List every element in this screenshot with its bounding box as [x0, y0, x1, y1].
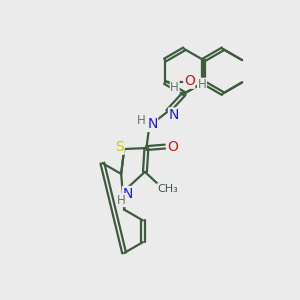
Text: H: H [198, 78, 206, 91]
Text: N: N [122, 187, 133, 200]
Text: H: H [170, 81, 179, 94]
Text: CH₃: CH₃ [157, 184, 178, 194]
Text: N: N [147, 117, 158, 131]
Text: H: H [117, 194, 126, 207]
Text: S: S [115, 140, 124, 154]
Text: H: H [137, 114, 146, 127]
Text: N: N [169, 108, 179, 122]
Text: O: O [168, 140, 178, 154]
Text: O: O [184, 74, 195, 88]
